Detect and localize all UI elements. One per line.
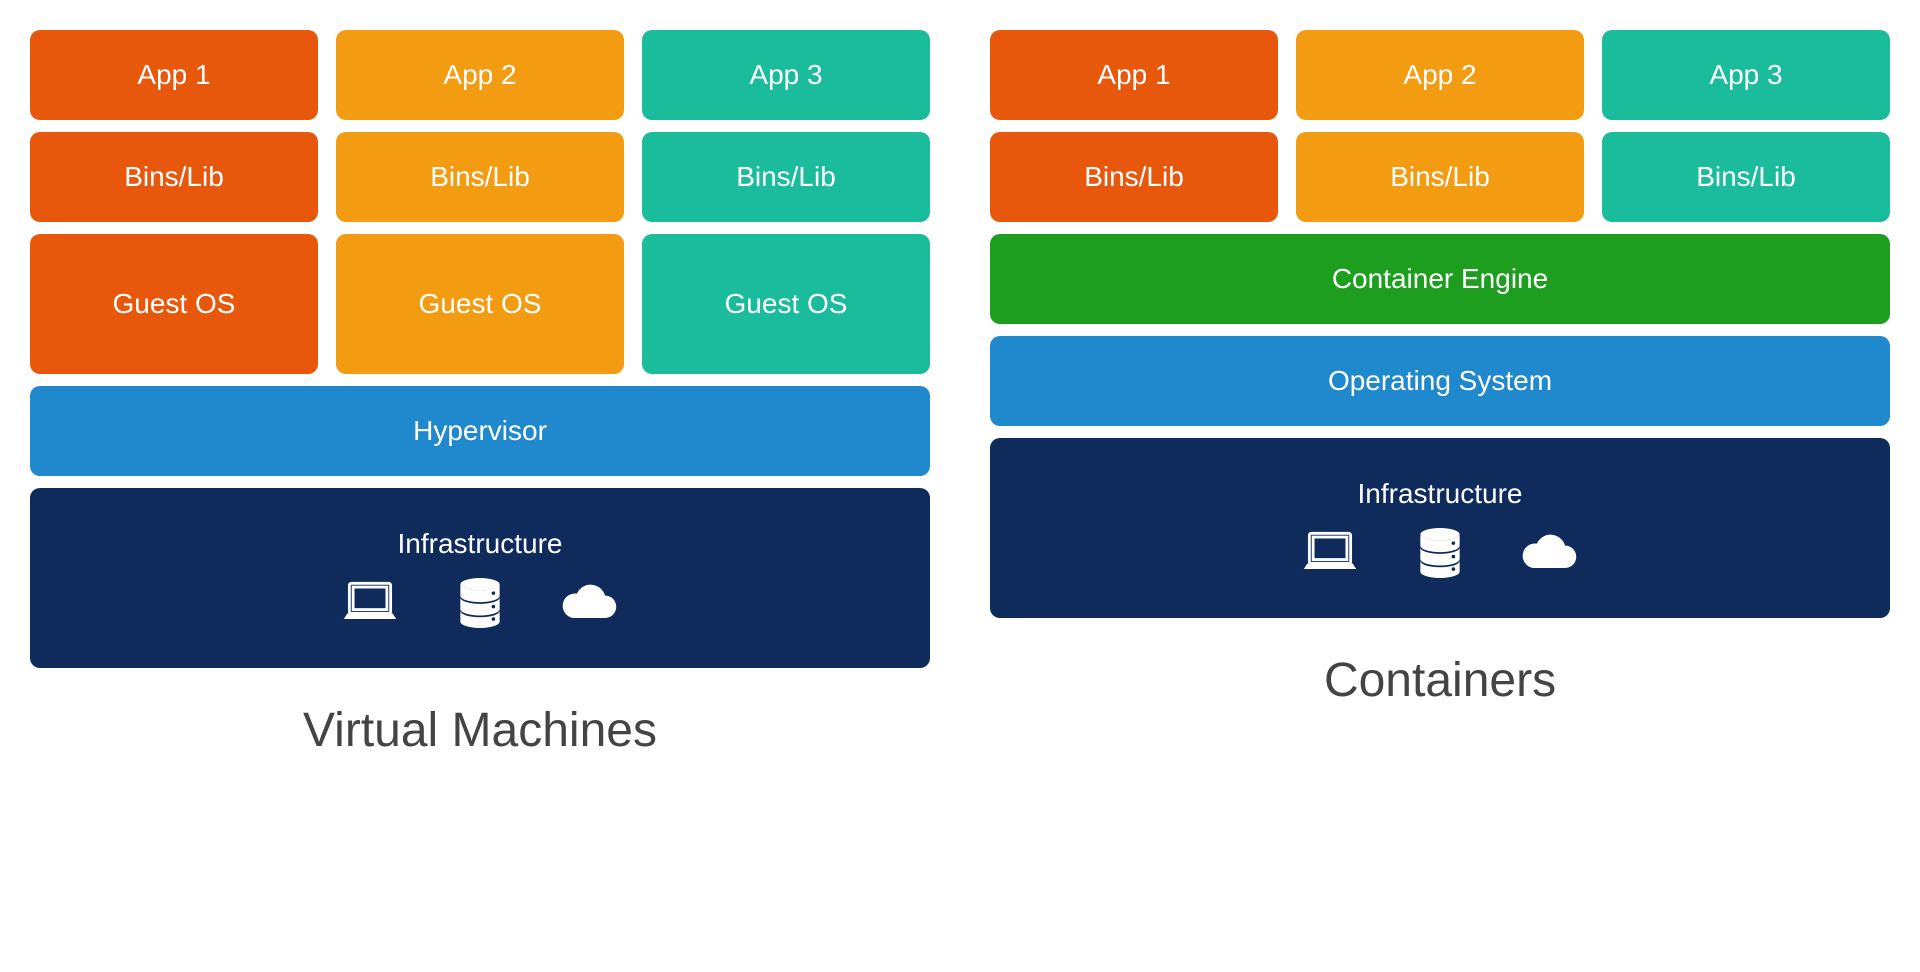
database-icon [450, 578, 510, 628]
vm-bins-1: Bins/Lib [30, 132, 318, 222]
vm-bins-3-label: Bins/Lib [736, 161, 836, 193]
vm-hypervisor-label: Hypervisor [413, 415, 547, 447]
vm-guestos-1: Guest OS [30, 234, 318, 374]
c-app-3: App 3 [1602, 30, 1890, 120]
vm-bins-3: Bins/Lib [642, 132, 930, 222]
c-bins-row: Bins/Lib Bins/Lib Bins/Lib [990, 132, 1890, 222]
c-engine: Container Engine [990, 234, 1890, 324]
laptop-icon [340, 578, 400, 628]
vm-app-2-label: App 2 [443, 59, 516, 91]
vm-apps-row: App 1 App 2 App 3 [30, 30, 930, 120]
c-app-1-label: App 1 [1097, 59, 1170, 91]
c-bins-2: Bins/Lib [1296, 132, 1584, 222]
vm-title: Virtual Machines [30, 703, 930, 758]
c-app-3-label: App 3 [1709, 59, 1782, 91]
vm-guestos-2: Guest OS [336, 234, 624, 374]
database-icon [1410, 528, 1470, 578]
vm-stack: App 1 App 2 App 3 Bins/Lib Bins/Lib Bins… [30, 30, 930, 758]
vm-infra-icons [340, 578, 620, 628]
c-os: Operating System [990, 336, 1890, 426]
containers-stack: App 1 App 2 App 3 Bins/Lib Bins/Lib Bins… [990, 30, 1890, 758]
c-app-2: App 2 [1296, 30, 1584, 120]
c-os-label: Operating System [1328, 365, 1552, 397]
c-infrastructure: Infrastructure [990, 438, 1890, 618]
containers-title: Containers [990, 653, 1890, 708]
vm-app-2: App 2 [336, 30, 624, 120]
vm-guestos-2-label: Guest OS [419, 288, 542, 320]
vm-infrastructure-label: Infrastructure [398, 528, 563, 560]
vm-bins-2-label: Bins/Lib [430, 161, 530, 193]
c-infra-icons [1300, 528, 1580, 578]
vm-hypervisor: Hypervisor [30, 386, 930, 476]
laptop-icon [1300, 528, 1360, 578]
c-bins-3: Bins/Lib [1602, 132, 1890, 222]
c-apps-row: App 1 App 2 App 3 [990, 30, 1890, 120]
vm-guestos-row: Guest OS Guest OS Guest OS [30, 234, 930, 374]
vm-stack-body: App 1 App 2 App 3 Bins/Lib Bins/Lib Bins… [30, 30, 930, 668]
vm-app-1: App 1 [30, 30, 318, 120]
vm-app-3: App 3 [642, 30, 930, 120]
c-infrastructure-label: Infrastructure [1358, 478, 1523, 510]
c-bins-1-label: Bins/Lib [1084, 161, 1184, 193]
vm-app-3-label: App 3 [749, 59, 822, 91]
vm-bins-row: Bins/Lib Bins/Lib Bins/Lib [30, 132, 930, 222]
cloud-icon [560, 578, 620, 628]
c-engine-label: Container Engine [1332, 263, 1548, 295]
cloud-icon [1520, 528, 1580, 578]
vm-app-1-label: App 1 [137, 59, 210, 91]
vm-guestos-1-label: Guest OS [113, 288, 236, 320]
vm-guestos-3-label: Guest OS [725, 288, 848, 320]
c-app-2-label: App 2 [1403, 59, 1476, 91]
c-bins-1: Bins/Lib [990, 132, 1278, 222]
vm-bins-1-label: Bins/Lib [124, 161, 224, 193]
containers-stack-body: App 1 App 2 App 3 Bins/Lib Bins/Lib Bins… [990, 30, 1890, 618]
vm-infrastructure: Infrastructure [30, 488, 930, 668]
c-bins-3-label: Bins/Lib [1696, 161, 1796, 193]
c-bins-2-label: Bins/Lib [1390, 161, 1490, 193]
diagram-container: App 1 App 2 App 3 Bins/Lib Bins/Lib Bins… [30, 30, 1890, 758]
vm-guestos-3: Guest OS [642, 234, 930, 374]
c-app-1: App 1 [990, 30, 1278, 120]
vm-bins-2: Bins/Lib [336, 132, 624, 222]
